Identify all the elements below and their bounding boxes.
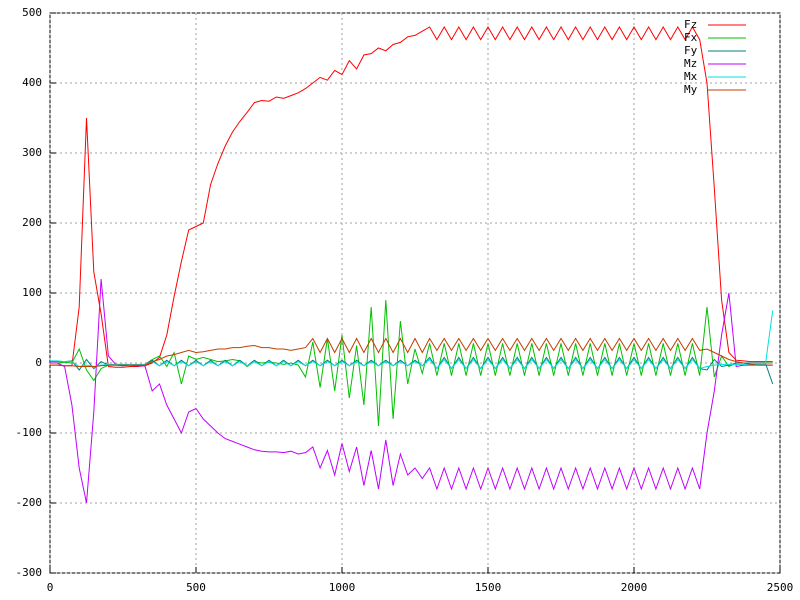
- data-line: [50, 26, 773, 368]
- data-line: [50, 310, 774, 370]
- data-line: [50, 356, 774, 385]
- data-line: [50, 337, 773, 367]
- data-line: [50, 278, 773, 504]
- y-tick-label: 200: [22, 216, 42, 229]
- y-tick-label: 0: [35, 356, 42, 369]
- x-tick-label: 0: [47, 581, 54, 594]
- y-tick-label: 100: [22, 286, 42, 299]
- y-tick-label: 400: [22, 76, 42, 89]
- legend-label: Fy: [684, 44, 698, 57]
- legend-label: Fz: [684, 18, 697, 31]
- x-tick-label: 2000: [621, 581, 648, 594]
- legend-label: Mx: [684, 70, 698, 83]
- x-tick-label: 2500: [767, 581, 794, 594]
- y-tick-label: 300: [22, 146, 42, 159]
- legend-label: My: [684, 83, 698, 96]
- legend-label: Mz: [684, 57, 697, 70]
- legend-label: Fx: [684, 31, 698, 44]
- data-line: [50, 299, 773, 427]
- y-tick-label: -300: [16, 566, 43, 579]
- y-tick-label: 500: [22, 6, 42, 19]
- x-tick-label: 500: [186, 581, 206, 594]
- x-tick-label: 1000: [329, 581, 356, 594]
- x-tick-label: 1500: [475, 581, 502, 594]
- y-tick-label: -100: [16, 426, 43, 439]
- y-tick-label: -200: [16, 496, 43, 509]
